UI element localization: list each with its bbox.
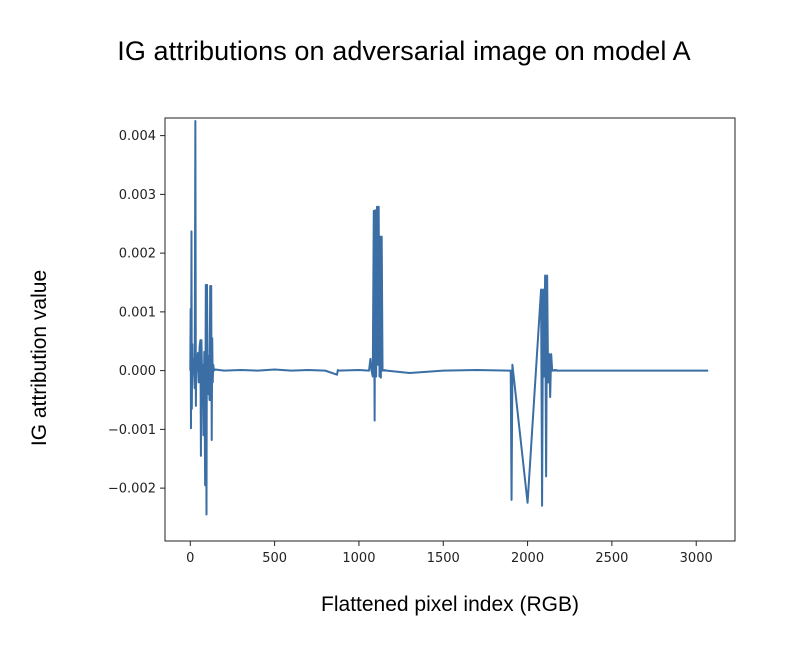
y-tick-label: 0.004 — [119, 129, 156, 144]
y-tick-label: 0.002 — [119, 247, 156, 262]
x-axis-ticks: 0 500 1000 1500 2000 2500 3000 — [186, 541, 713, 566]
x-tick-label: 500 — [262, 551, 287, 566]
y-tick-label: −0.001 — [108, 423, 156, 438]
y-axis-ticks: −0.002 −0.001 0.000 0.001 0.002 0.003 0.004 — [108, 129, 165, 497]
x-tick-label: 1000 — [342, 551, 375, 566]
attribution-series-line — [189, 119, 709, 516]
x-tick-label: 3000 — [680, 551, 713, 566]
x-tick-label: 0 — [186, 551, 194, 566]
y-tick-label: −0.002 — [108, 482, 156, 497]
x-tick-label: 1500 — [427, 551, 460, 566]
y-tick-label: 0.000 — [119, 364, 156, 379]
x-tick-label: 2500 — [595, 551, 628, 566]
y-tick-label: 0.001 — [119, 305, 156, 320]
chart-title: IG attributions on adversarial image on … — [117, 36, 691, 66]
x-tick-label: 2000 — [511, 551, 544, 566]
x-axis-label: Flattened pixel index (RGB) — [321, 593, 579, 616]
y-tick-label: 0.003 — [119, 188, 156, 203]
y-axis-label: IG attribution value — [28, 269, 51, 447]
axes-frame — [164, 117, 736, 542]
